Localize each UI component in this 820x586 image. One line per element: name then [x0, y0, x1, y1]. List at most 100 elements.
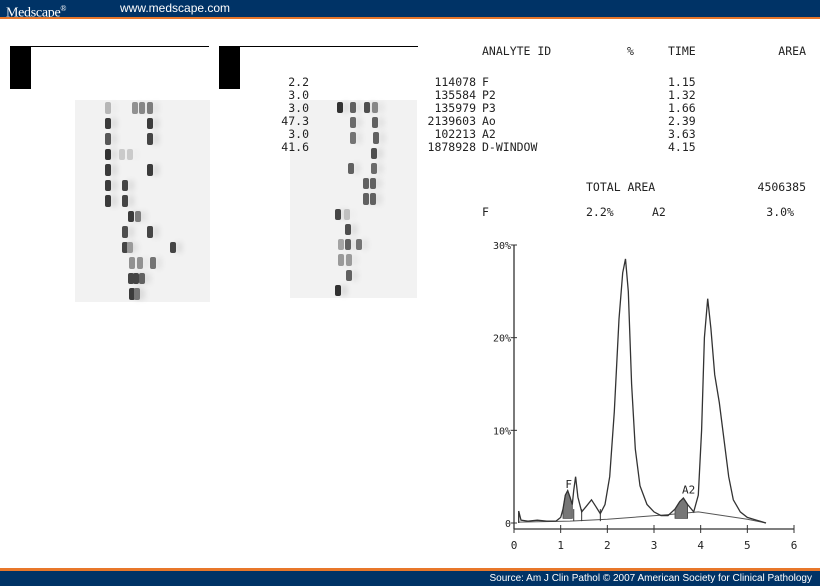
gel-lane: [290, 130, 417, 145]
gel-band: [139, 102, 145, 114]
gel-band: [147, 117, 153, 130]
analyte-time: 1.66: [668, 101, 696, 115]
gel-band: [346, 269, 352, 281]
x-tick-label: 0: [511, 539, 518, 552]
gel-band: [105, 102, 111, 114]
gel-band: [170, 241, 176, 254]
gel-lane: [290, 222, 417, 237]
analyte-id: F: [482, 75, 489, 89]
header-area: AREA: [778, 44, 806, 58]
gel-lane: [75, 100, 210, 116]
x-tick-label: 4: [697, 539, 704, 552]
gel-band: [105, 195, 111, 207]
gel-band: [122, 226, 128, 238]
gel-band: [346, 254, 352, 266]
gel-lane: [290, 146, 417, 161]
gel-lane: [290, 191, 417, 206]
gel-band: [348, 162, 354, 175]
gel-band: [129, 288, 135, 300]
header-analyte: ANALYTE ID: [482, 44, 552, 58]
gel-band: [128, 210, 134, 223]
gel-band: [372, 102, 378, 114]
hplc-chromatogram: 0 1 2 3 4 5 6 0 10% 20% 30% F A2: [493, 241, 797, 552]
gel-band: [129, 257, 135, 269]
chromatogram-trace: [518, 258, 767, 524]
gel-band: [147, 102, 153, 114]
gel-lane: [75, 147, 210, 163]
gel-lane: [75, 178, 210, 194]
gel-band: [373, 132, 379, 144]
gel-band: [122, 195, 128, 207]
peak-label-a2: A2: [682, 483, 695, 496]
gel-band: [150, 257, 156, 269]
gel-band: [350, 117, 356, 129]
analyte-percent: 3.0: [288, 88, 309, 102]
panel-label-b: [219, 46, 240, 89]
gel-band: [350, 132, 356, 144]
header-percent: %: [627, 44, 634, 58]
gel-band: [122, 241, 128, 254]
gel-lane: [290, 283, 417, 298]
gel-band: [372, 117, 378, 129]
gel-band: [371, 147, 377, 159]
gel-lane: [290, 176, 417, 191]
gel-band: [370, 193, 376, 205]
medscape-logo: Medscape®: [6, 4, 67, 21]
gel-lane: [75, 209, 210, 225]
gel-band: [105, 179, 111, 192]
gel-band: [363, 193, 369, 205]
gel-lane: [75, 271, 210, 287]
gel-band: [135, 210, 141, 223]
gel-band: [128, 272, 134, 285]
gel-lane: [290, 237, 417, 252]
gel-band: [363, 178, 369, 190]
gel-band: [147, 164, 153, 176]
gel-lane: [75, 224, 210, 240]
analyte-area: 102213: [434, 127, 476, 141]
analyte-percent: 41.6: [281, 140, 309, 154]
analyte-id: P3: [482, 101, 496, 115]
gel-band: [132, 102, 138, 114]
gel-band: [147, 226, 153, 238]
gel-lane: [75, 116, 210, 132]
summary-f-value: 2.2%: [586, 205, 614, 219]
y-tick-label: 0: [505, 519, 511, 530]
summary-a2-value: 3.0%: [766, 205, 794, 219]
gel-lane: [290, 268, 417, 283]
analyte-area: 114078: [434, 75, 476, 89]
gel-band: [345, 239, 351, 251]
gel-band: [137, 257, 143, 269]
summary-a2-label: A2: [652, 205, 666, 219]
analyte-id: A2: [482, 127, 496, 141]
electrophoresis-gel-right: [290, 100, 417, 298]
analyte-id: D-WINDOW: [482, 140, 538, 154]
gel-lane: [75, 240, 210, 256]
gel-band: [105, 148, 111, 161]
analyte-area: 135584: [434, 88, 476, 102]
gel-band: [105, 117, 111, 130]
gel-lane: [75, 255, 210, 271]
gel-band: [356, 239, 362, 251]
gel-lane: [75, 162, 210, 178]
analyte-time: 2.39: [668, 114, 696, 128]
gel-band: [122, 179, 128, 192]
gel-lane: [290, 252, 417, 267]
gel-band: [344, 208, 350, 220]
gel-band: [338, 254, 344, 266]
analyte-percent: 2.2: [288, 75, 309, 89]
gel-lane: [290, 100, 417, 115]
gel-band: [345, 223, 351, 236]
gel-band: [335, 284, 341, 296]
summary-f-label: F: [482, 205, 489, 219]
gel-band: [119, 148, 125, 161]
panel-rule-b: [219, 46, 418, 47]
gel-band: [370, 178, 376, 190]
gel-band: [134, 288, 140, 300]
gel-band: [127, 148, 133, 161]
analyte-area: 1878928: [427, 140, 476, 154]
gel-band: [105, 133, 111, 145]
total-area-value: 4506385: [757, 180, 806, 194]
analyte-time: 1.15: [668, 75, 696, 89]
gel-band: [337, 102, 343, 114]
analyte-time: 4.15: [668, 140, 696, 154]
